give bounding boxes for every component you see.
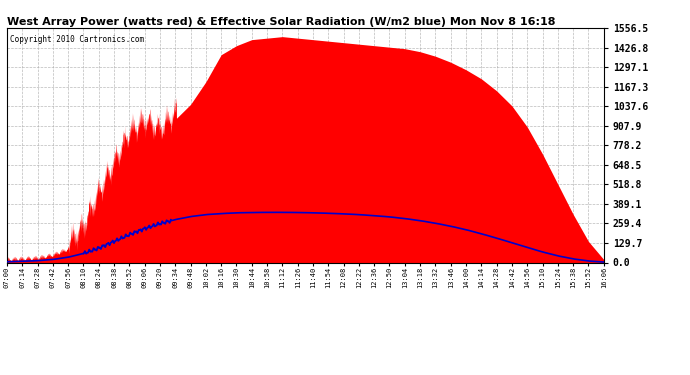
- Text: Copyright 2010 Cartronics.com: Copyright 2010 Cartronics.com: [10, 35, 144, 44]
- Text: West Array Power (watts red) & Effective Solar Radiation (W/m2 blue) Mon Nov 8 1: West Array Power (watts red) & Effective…: [7, 17, 555, 27]
